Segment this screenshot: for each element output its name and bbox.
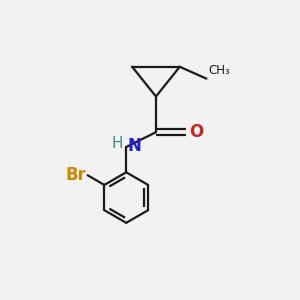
Text: Br: Br xyxy=(65,166,86,184)
Text: CH₃: CH₃ xyxy=(209,64,231,77)
Text: H: H xyxy=(112,136,123,151)
Text: N: N xyxy=(128,137,142,155)
Text: O: O xyxy=(189,123,203,141)
